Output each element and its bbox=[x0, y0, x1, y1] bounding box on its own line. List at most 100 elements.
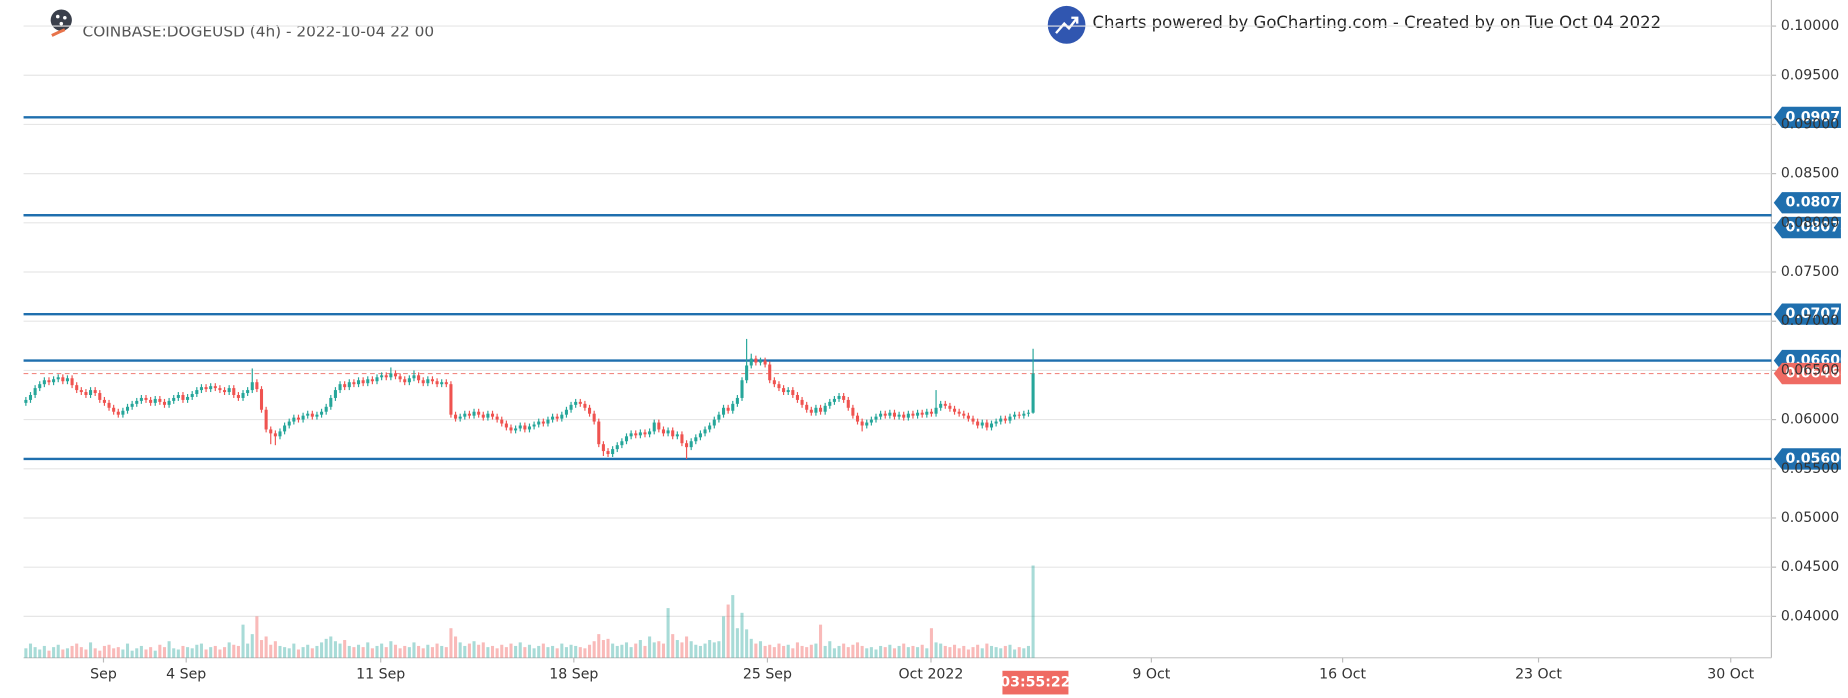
volume-bar bbox=[721, 616, 726, 658]
volume-bar bbox=[259, 640, 264, 658]
candle-body bbox=[380, 375, 384, 378]
candle-body bbox=[121, 410, 125, 415]
y-tick-label: 0.07000 bbox=[1781, 313, 1839, 329]
volume-bar bbox=[333, 641, 337, 658]
volume-bar bbox=[999, 648, 1003, 658]
candle-body bbox=[962, 413, 966, 416]
candle-body bbox=[283, 425, 287, 432]
candle-body bbox=[809, 409, 813, 413]
candle-body bbox=[564, 409, 568, 415]
candle-body bbox=[1008, 416, 1012, 421]
candle-body bbox=[486, 413, 490, 418]
candle-body bbox=[218, 388, 222, 391]
candle-body bbox=[301, 415, 305, 420]
volume-bar bbox=[555, 648, 559, 658]
candle-body bbox=[837, 395, 841, 399]
volume-bar bbox=[278, 645, 282, 658]
volume-bar bbox=[213, 645, 217, 658]
volume-bar bbox=[611, 643, 615, 658]
candle-body bbox=[449, 384, 453, 415]
candle-body bbox=[504, 423, 508, 428]
volume-bar bbox=[320, 642, 324, 658]
volume-bar bbox=[588, 644, 592, 658]
volume-bar bbox=[116, 647, 120, 658]
volume-bar bbox=[671, 634, 675, 658]
y-tick-label: 0.06000 bbox=[1781, 412, 1839, 428]
candle-body bbox=[89, 390, 93, 396]
candle-body bbox=[805, 404, 809, 410]
candle-body bbox=[199, 387, 203, 391]
candle-body bbox=[749, 358, 753, 366]
x-tick-label: 4 Sep bbox=[166, 666, 206, 682]
volume-bar bbox=[1026, 645, 1030, 658]
y-tick-label: 0.06500 bbox=[1781, 362, 1839, 378]
candle-body bbox=[112, 407, 116, 412]
candle-body bbox=[398, 376, 402, 380]
candle-body bbox=[666, 430, 670, 434]
volume-bar bbox=[324, 638, 328, 658]
volume-bar bbox=[384, 647, 388, 658]
candle-body bbox=[366, 379, 370, 384]
volume-bar bbox=[745, 629, 749, 658]
candle-body bbox=[320, 411, 324, 415]
volume-bar bbox=[583, 648, 587, 658]
axis-labels: 0.10000 0.09500 0.09000 0.08500 0.08000 0.075… bbox=[90, 18, 1839, 695]
candle-body bbox=[953, 408, 957, 412]
candle-body bbox=[33, 388, 37, 396]
gocharting-logo bbox=[1047, 5, 1086, 44]
candle-body bbox=[652, 422, 656, 432]
candle-body bbox=[38, 384, 42, 389]
volume-bar bbox=[52, 647, 56, 658]
volume-bar bbox=[860, 645, 864, 658]
candle-body bbox=[906, 413, 910, 418]
volume-bar bbox=[393, 644, 398, 658]
candle-body bbox=[310, 413, 314, 417]
candle-body bbox=[514, 428, 518, 431]
volume-bar bbox=[500, 644, 504, 658]
volume-bar bbox=[315, 645, 319, 658]
candle-body bbox=[795, 395, 799, 400]
y-tick-label: 0.07500 bbox=[1781, 264, 1839, 280]
candle-body bbox=[745, 365, 749, 381]
volume-bar bbox=[675, 640, 679, 658]
candle-body bbox=[518, 425, 522, 429]
volume-bar bbox=[971, 647, 975, 658]
x-tick-label: 16 Oct bbox=[1319, 666, 1366, 682]
volume-bar bbox=[407, 647, 411, 658]
candle-body bbox=[495, 416, 499, 420]
candle-body bbox=[560, 414, 564, 419]
candle-body bbox=[777, 384, 781, 389]
level-label: 0.09072 bbox=[1786, 109, 1848, 125]
volume-bar bbox=[509, 643, 513, 658]
candle-body bbox=[241, 393, 245, 398]
candle-body bbox=[874, 416, 878, 420]
x-tick-label: Oct 2022 bbox=[899, 666, 964, 682]
candle-body bbox=[1026, 412, 1030, 414]
candle-body bbox=[467, 413, 471, 416]
candle-body bbox=[708, 425, 712, 430]
volume-bar bbox=[435, 643, 439, 658]
candle-body bbox=[84, 392, 88, 396]
volume-bar bbox=[953, 644, 957, 658]
candle-body bbox=[740, 380, 744, 398]
volume-bar bbox=[486, 647, 490, 658]
y-tick-label: 0.05500 bbox=[1781, 461, 1839, 477]
candle-body bbox=[929, 411, 933, 414]
volume-bar bbox=[190, 648, 194, 658]
volume-bar bbox=[832, 648, 836, 658]
volume-bar bbox=[98, 650, 102, 658]
volume-bar bbox=[851, 644, 855, 658]
candle-body bbox=[782, 388, 786, 393]
volume-bar bbox=[902, 643, 906, 658]
volume-bar bbox=[634, 643, 638, 658]
volume-bar bbox=[449, 628, 453, 658]
volume-bar bbox=[795, 642, 799, 658]
volume-bar bbox=[976, 644, 980, 658]
candle-body bbox=[458, 416, 462, 419]
volume-bar bbox=[888, 644, 892, 658]
volume-bar bbox=[149, 647, 153, 658]
y-tick-label: 0.09000 bbox=[1781, 116, 1839, 132]
volume-bar bbox=[846, 647, 850, 658]
countdown: 03:55:22 bbox=[1000, 675, 1070, 691]
candle-body bbox=[70, 378, 74, 386]
